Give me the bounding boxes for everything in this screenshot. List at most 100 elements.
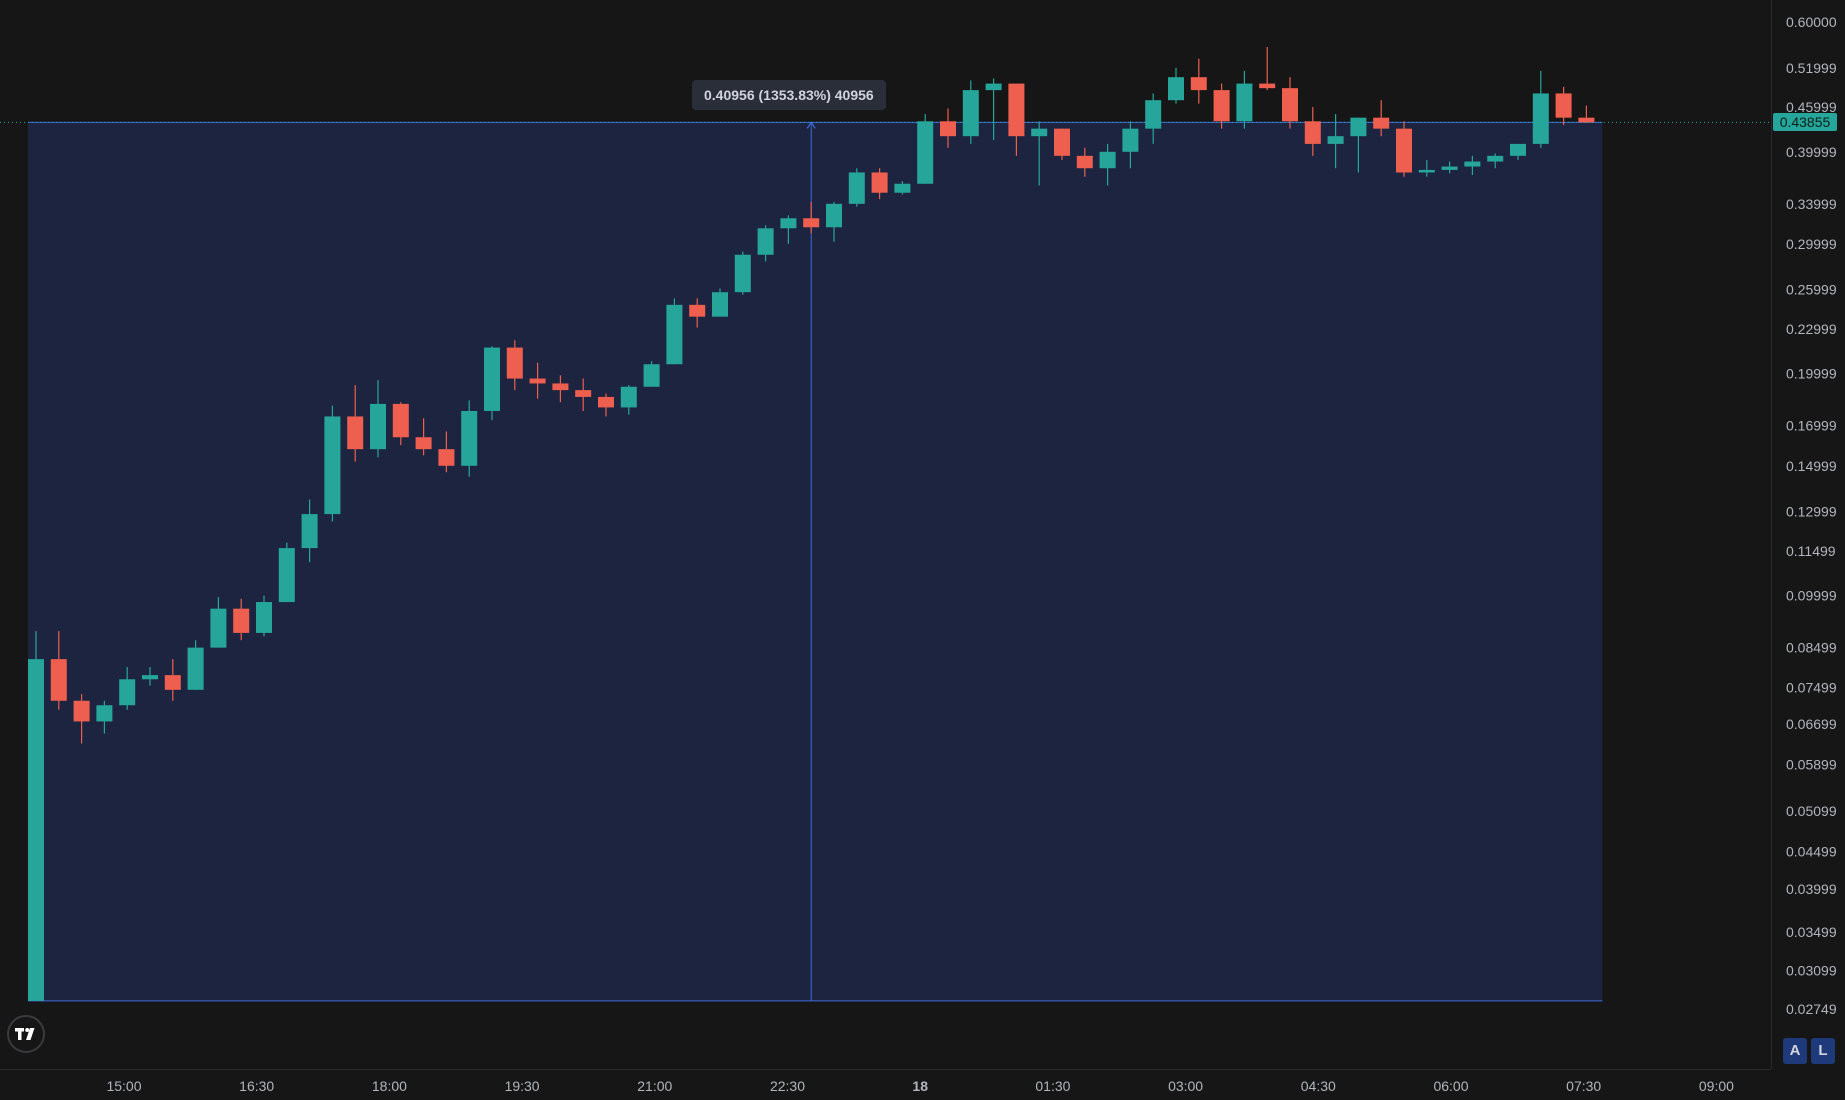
candle[interactable] (985, 78, 1002, 141)
candle[interactable] (1578, 105, 1595, 123)
candle[interactable] (347, 385, 364, 462)
candle-body (187, 647, 204, 690)
candle[interactable] (643, 361, 660, 387)
candle[interactable] (28, 631, 44, 1001)
candle[interactable] (552, 375, 569, 403)
candle[interactable] (871, 168, 888, 200)
candle[interactable] (1418, 159, 1435, 177)
candle[interactable] (1487, 153, 1504, 169)
candle[interactable] (256, 595, 272, 637)
candle[interactable] (1396, 121, 1412, 177)
candle[interactable] (324, 405, 341, 522)
candle[interactable] (142, 667, 158, 686)
candle[interactable] (1464, 155, 1481, 176)
candle-body (940, 121, 956, 137)
candle[interactable] (50, 631, 67, 710)
candle[interactable] (164, 659, 181, 701)
price-axis[interactable]: 0.60000 0.51999 0.45999 0.39999 0.33999 0.299… (1771, 0, 1845, 1069)
price-tick-label: 0.29999 (1786, 236, 1837, 252)
candle[interactable] (598, 393, 614, 417)
candle[interactable] (1145, 93, 1162, 144)
candle[interactable] (1510, 143, 1526, 160)
candle[interactable] (666, 298, 683, 365)
candle[interactable] (73, 694, 90, 744)
log-scale-button[interactable]: L (1811, 1038, 1835, 1064)
candle[interactable] (1327, 114, 1344, 169)
candle[interactable] (712, 288, 728, 317)
candle[interactable] (1168, 67, 1184, 104)
candle[interactable] (1054, 128, 1070, 160)
candle[interactable] (301, 499, 318, 563)
chart-plot-area[interactable] (0, 0, 1771, 1069)
candle[interactable] (233, 598, 250, 641)
candle-body (119, 679, 136, 706)
auto-scale-button[interactable]: A (1783, 1038, 1807, 1064)
candle[interactable] (917, 114, 934, 184)
candle[interactable] (484, 346, 500, 421)
candle-body (1327, 136, 1344, 144)
candle[interactable] (210, 597, 227, 648)
candle[interactable] (96, 700, 113, 734)
last-price-label: 0.43855 (1773, 113, 1837, 131)
candle[interactable] (1555, 86, 1572, 125)
candle[interactable] (438, 431, 455, 473)
candle[interactable] (1190, 58, 1207, 104)
candle[interactable] (757, 225, 774, 262)
candle[interactable] (894, 181, 911, 195)
candle[interactable] (1236, 70, 1253, 129)
candle[interactable] (962, 80, 979, 144)
time-tick-label: 09:00 (1699, 1078, 1734, 1094)
candle[interactable] (370, 380, 386, 458)
measure-range-box[interactable] (28, 122, 1603, 1001)
candle[interactable] (119, 667, 136, 710)
candle[interactable] (1031, 121, 1048, 186)
candle[interactable] (1373, 100, 1390, 137)
candle[interactable] (1282, 77, 1298, 129)
candle[interactable] (1213, 83, 1230, 129)
candle[interactable] (461, 400, 478, 477)
candle[interactable] (1350, 117, 1367, 173)
candle[interactable] (392, 402, 409, 446)
candle-body (1373, 117, 1390, 129)
candle[interactable] (1304, 107, 1321, 156)
candle[interactable] (415, 418, 432, 456)
candle-body (50, 659, 67, 701)
candle[interactable] (826, 201, 842, 242)
candle[interactable] (1259, 46, 1276, 91)
candle[interactable] (187, 640, 204, 690)
candle[interactable] (1441, 161, 1458, 174)
candle[interactable] (1532, 70, 1549, 148)
price-tick-label: 0.25999 (1786, 282, 1837, 298)
tradingview-logo-icon[interactable] (7, 1015, 45, 1053)
price-tick-label: 0.60000 (1786, 14, 1837, 30)
candle-body (552, 383, 569, 391)
candle[interactable] (803, 201, 820, 234)
candle[interactable] (1099, 143, 1116, 186)
candle[interactable] (940, 108, 956, 148)
candle-body (643, 364, 660, 387)
candle-body (780, 218, 797, 229)
candle[interactable] (575, 378, 592, 412)
candle-body (1487, 155, 1504, 162)
time-tick-label: 04:30 (1301, 1078, 1336, 1094)
candle-body (415, 437, 432, 450)
candle[interactable] (1008, 83, 1025, 156)
price-tick-label: 0.03999 (1786, 881, 1837, 897)
candle[interactable] (734, 251, 751, 295)
candle[interactable] (506, 340, 523, 391)
candle[interactable] (780, 215, 797, 244)
candle-body (1190, 77, 1207, 91)
candle[interactable] (1076, 147, 1093, 177)
candle[interactable] (620, 385, 637, 415)
measure-tooltip: 0.40956 (1353.83%) 40956 (692, 80, 886, 110)
candle[interactable] (1122, 121, 1139, 169)
time-tick-label: 18 (912, 1078, 928, 1094)
candle-body (142, 675, 158, 680)
candle[interactable] (689, 298, 706, 328)
time-axis[interactable]: 15:00 16:30 18:00 19:30 21:00 22:30 18 01:30 03:… (0, 1069, 1771, 1100)
candle-body (734, 254, 751, 293)
candle[interactable] (529, 362, 546, 399)
candle[interactable] (278, 542, 295, 603)
candle[interactable] (848, 168, 865, 207)
candle-body (1168, 77, 1184, 101)
